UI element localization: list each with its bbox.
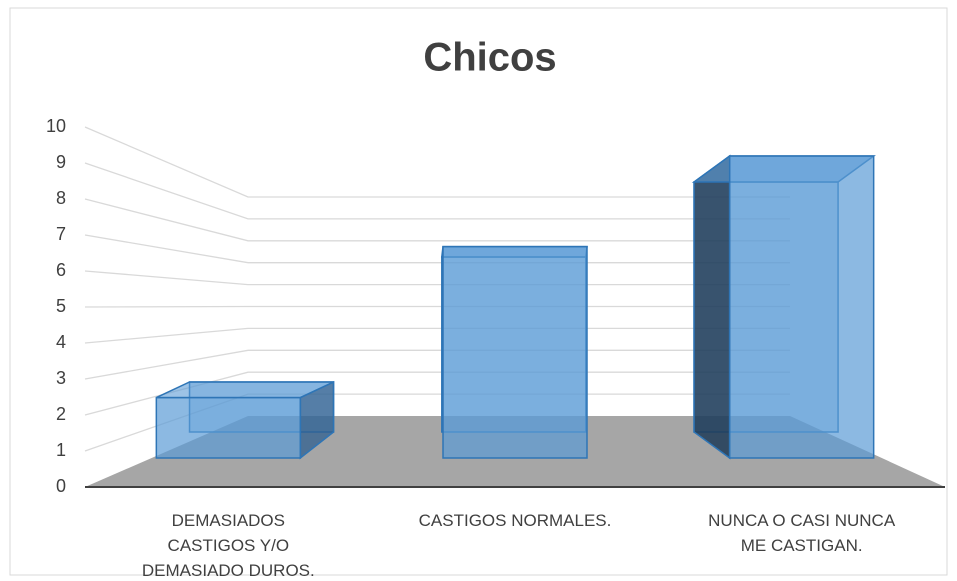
grid-line bbox=[84, 327, 790, 344]
x-tick-label: CASTIGOS NORMALES. bbox=[418, 511, 612, 530]
grid-line bbox=[84, 305, 790, 308]
y-tick-label: 0 bbox=[56, 476, 66, 496]
bar bbox=[691, 154, 876, 460]
bar-front bbox=[442, 245, 588, 459]
bar bbox=[155, 380, 335, 460]
grid-line bbox=[84, 126, 790, 198]
grid-line bbox=[84, 270, 790, 286]
bar-top bbox=[156, 381, 334, 399]
grid-line bbox=[84, 349, 790, 380]
y-tick-label: 3 bbox=[56, 368, 66, 388]
grid-line bbox=[84, 198, 790, 242]
chart-title: Chicos bbox=[423, 36, 556, 80]
grid-line bbox=[84, 371, 790, 416]
y-tick-label: 7 bbox=[56, 224, 66, 244]
bar bbox=[440, 245, 588, 459]
y-tick-label: 5 bbox=[56, 296, 66, 316]
y-tick-label: 4 bbox=[56, 332, 66, 352]
bar-side bbox=[693, 154, 731, 460]
y-tick-label: 2 bbox=[56, 404, 66, 424]
y-tick-label: 1 bbox=[56, 440, 66, 460]
bar-front bbox=[728, 155, 875, 459]
grid-line bbox=[84, 162, 790, 220]
grid-line bbox=[84, 234, 790, 264]
bar-front bbox=[155, 396, 302, 459]
y-tick-label: 9 bbox=[56, 152, 66, 172]
y-tick-label: 8 bbox=[56, 188, 66, 208]
x-tick-label: NUNCA O CASI NUNCA ME CASTIGAN. bbox=[708, 511, 896, 555]
y-tick-label: 10 bbox=[46, 116, 66, 136]
x-tick-label: DEMASIADOS CASTIGOS Y/O DEMASIADO DUROS. bbox=[141, 511, 315, 580]
y-tick-label: 6 bbox=[56, 260, 66, 280]
